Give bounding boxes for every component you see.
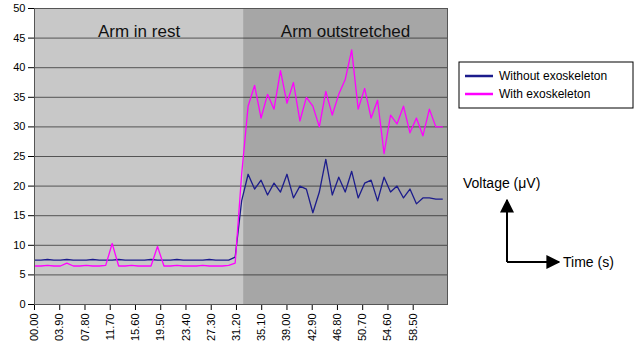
svg-text:Time (s): Time (s): [563, 254, 614, 270]
svg-text:20: 20: [13, 180, 25, 192]
svg-text:03.90: 03.90: [53, 314, 65, 342]
svg-text:11.70: 11.70: [104, 314, 116, 341]
svg-text:50: 50: [13, 2, 25, 14]
svg-text:25: 25: [13, 150, 25, 162]
svg-text:15.60: 15.60: [129, 314, 141, 342]
svg-text:5: 5: [19, 268, 25, 280]
svg-text:46.80: 46.80: [331, 314, 343, 342]
svg-text:Arm outstretched: Arm outstretched: [281, 22, 410, 41]
svg-text:31.20: 31.20: [230, 314, 242, 342]
svg-text:42.90: 42.90: [306, 314, 318, 342]
svg-text:00.00: 00.00: [28, 314, 40, 342]
svg-text:19.50: 19.50: [154, 314, 166, 342]
svg-text:Arm in rest: Arm in rest: [98, 22, 180, 41]
svg-text:39.00: 39.00: [280, 314, 292, 342]
svg-text:Without exoskeleton: Without exoskeleton: [499, 69, 607, 83]
svg-text:35.10: 35.10: [255, 314, 267, 342]
svg-text:50.70: 50.70: [356, 314, 368, 342]
svg-text:30: 30: [13, 120, 25, 132]
svg-text:Voltage (μV): Voltage (μV): [463, 175, 540, 191]
svg-text:35: 35: [13, 91, 25, 103]
svg-text:With exoskeleton: With exoskeleton: [499, 87, 590, 101]
svg-text:27.30: 27.30: [205, 314, 217, 342]
svg-text:40: 40: [13, 61, 25, 73]
svg-text:0: 0: [19, 298, 25, 310]
svg-text:45: 45: [13, 32, 25, 44]
svg-text:54.60: 54.60: [381, 314, 393, 342]
svg-text:10: 10: [13, 239, 25, 251]
svg-text:15: 15: [13, 209, 25, 221]
svg-text:58.50: 58.50: [407, 314, 419, 342]
svg-text:07.80: 07.80: [79, 314, 91, 342]
svg-text:23.40: 23.40: [179, 314, 191, 342]
